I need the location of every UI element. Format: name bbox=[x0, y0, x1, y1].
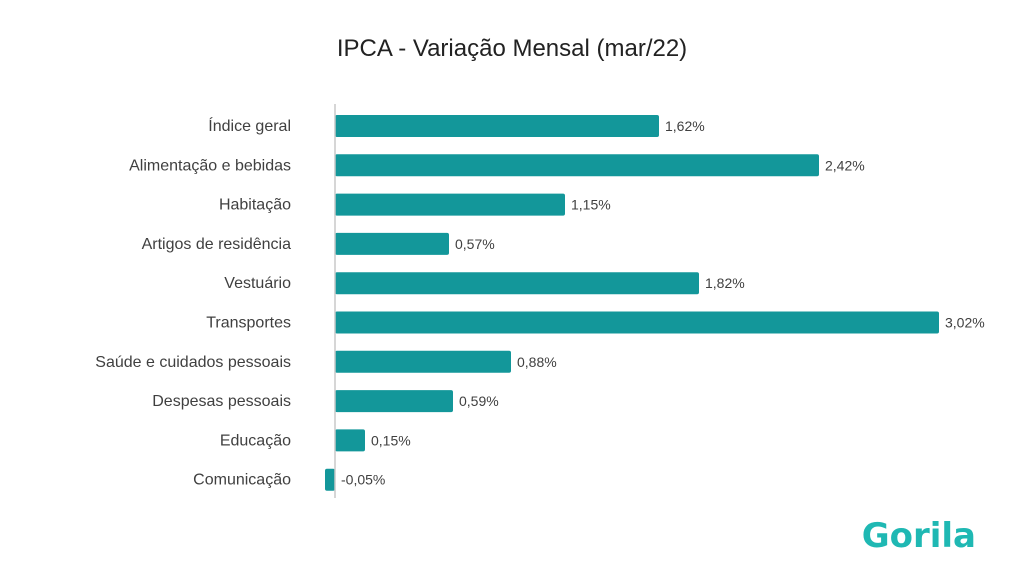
bar bbox=[335, 429, 365, 452]
bar bbox=[335, 193, 565, 216]
category-label: Comunicação bbox=[193, 472, 291, 489]
chart-title: IPCA - Variação Mensal (mar/22) bbox=[337, 35, 687, 62]
data-label: 0,88% bbox=[517, 354, 557, 370]
data-label: 1,82% bbox=[705, 275, 745, 291]
bar bbox=[335, 115, 659, 137]
category-label: Índice geral bbox=[208, 116, 291, 135]
bar bbox=[335, 232, 449, 255]
plot-area: Índice geral 1,62% Alimentação e bebidas 2,… bbox=[95, 104, 985, 498]
category-label: Alimentação e bebidas bbox=[129, 157, 291, 174]
category-label: Saúde e cuidados pessoais bbox=[95, 354, 291, 371]
data-label: 1,15% bbox=[571, 197, 611, 213]
data-label: 0,57% bbox=[455, 236, 495, 252]
category-label: Artigos de residência bbox=[142, 236, 292, 253]
bar bbox=[335, 154, 819, 177]
gorila-logo: Gorila bbox=[862, 516, 976, 556]
data-label: -0,05% bbox=[341, 472, 385, 488]
category-label: Habitação bbox=[219, 197, 291, 214]
data-label: 2,42% bbox=[825, 157, 865, 173]
bar bbox=[335, 272, 699, 295]
category-label: Transportes bbox=[206, 315, 291, 332]
data-label: 0,15% bbox=[371, 432, 411, 448]
data-label: 3,02% bbox=[945, 315, 985, 331]
data-label: 0,59% bbox=[459, 393, 499, 409]
bar bbox=[335, 311, 939, 334]
bar bbox=[335, 350, 511, 373]
bar bbox=[325, 468, 335, 491]
data-label: 1,62% bbox=[665, 118, 705, 134]
category-label: Educação bbox=[220, 432, 291, 449]
category-label: Vestuário bbox=[224, 275, 291, 292]
bar bbox=[335, 390, 453, 413]
category-label: Despesas pessoais bbox=[152, 393, 291, 410]
